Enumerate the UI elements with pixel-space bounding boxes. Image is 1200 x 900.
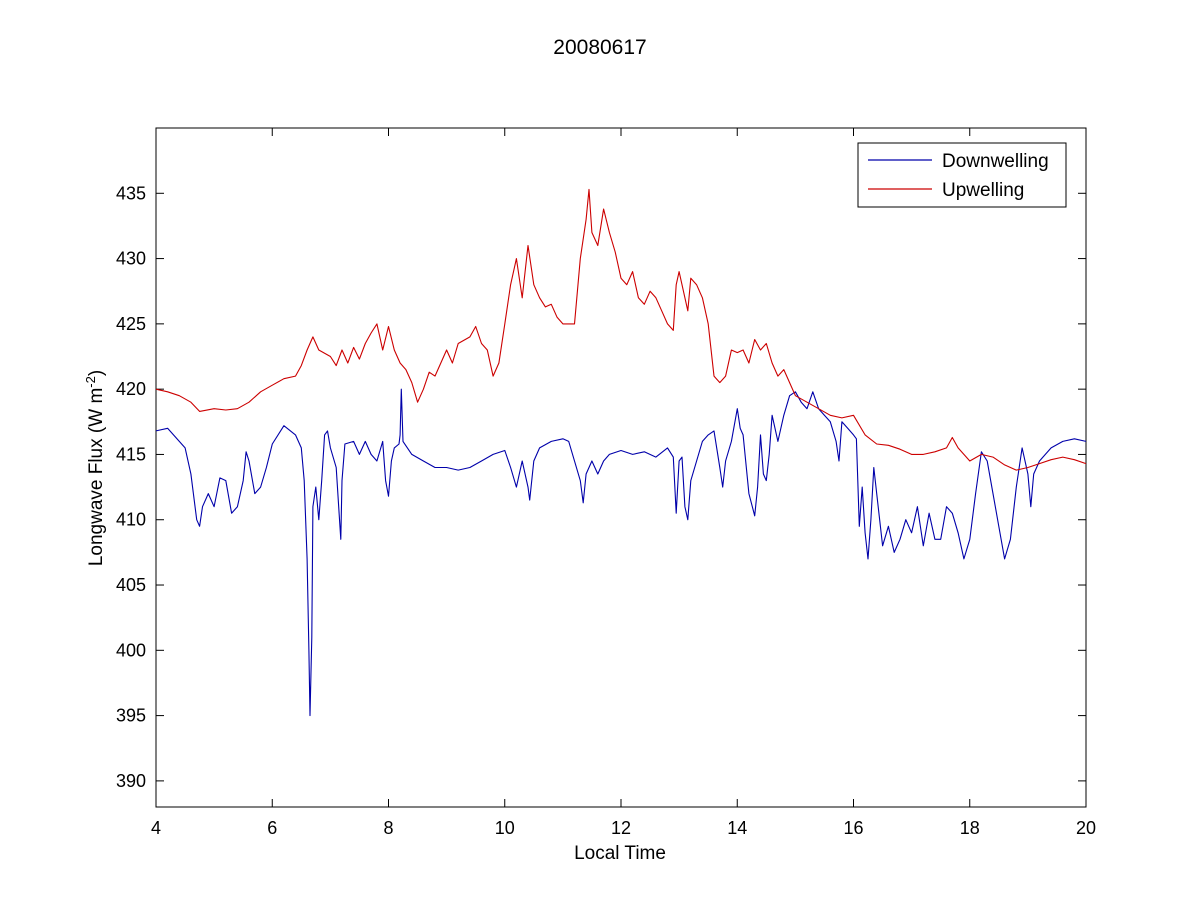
y-tick-label: 425: [116, 314, 146, 334]
x-tick-label: 10: [495, 818, 515, 838]
legend-label-upwelling: Upwelling: [942, 180, 1024, 201]
series-line-upwelling: [155, 188, 1087, 471]
x-tick-label: 4: [151, 818, 161, 838]
chart-title: 20080617: [553, 36, 646, 59]
legend-box: [857, 142, 1067, 208]
y-axis-label-suffix: ): [86, 370, 107, 376]
y-tick-label: 390: [116, 771, 146, 791]
y-axis-label-superscript: -2: [83, 376, 98, 388]
x-tick-label: 18: [960, 818, 980, 838]
x-tick-label: 8: [383, 818, 393, 838]
x-axis-label: Local Time: [574, 843, 666, 864]
plot-area: [155, 127, 1087, 808]
y-tick-label: 430: [116, 249, 146, 269]
x-tick-label: 14: [727, 818, 747, 838]
y-tick-label: 400: [116, 640, 146, 660]
y-axis-label-main: Longwave Flux (W m: [86, 388, 107, 566]
legend-label-downwelling: Downwelling: [942, 151, 1049, 172]
y-axis: 390 395 400 405 410 415 420 425 430 435: [116, 183, 1086, 791]
x-tick-label: 12: [611, 818, 631, 838]
x-axis: 4 6 8 10 12 14 16 18 20: [151, 128, 1096, 838]
series-layer: [155, 188, 1087, 717]
x-tick-label: 6: [267, 818, 277, 838]
y-tick-label: 410: [116, 510, 146, 530]
y-tick-label: 415: [116, 444, 146, 464]
y-axis-label: Longwave Flux (W m-2): [83, 370, 108, 566]
x-tick-label: 20: [1076, 818, 1096, 838]
y-tick-label: 405: [116, 575, 146, 595]
y-tick-label: 420: [116, 379, 146, 399]
y-tick-label: 395: [116, 706, 146, 726]
y-tick-label: 435: [116, 183, 146, 203]
legend: Downwelling Upwelling: [857, 142, 1067, 208]
x-tick-label: 16: [843, 818, 863, 838]
series-line-downwelling: [155, 388, 1087, 717]
